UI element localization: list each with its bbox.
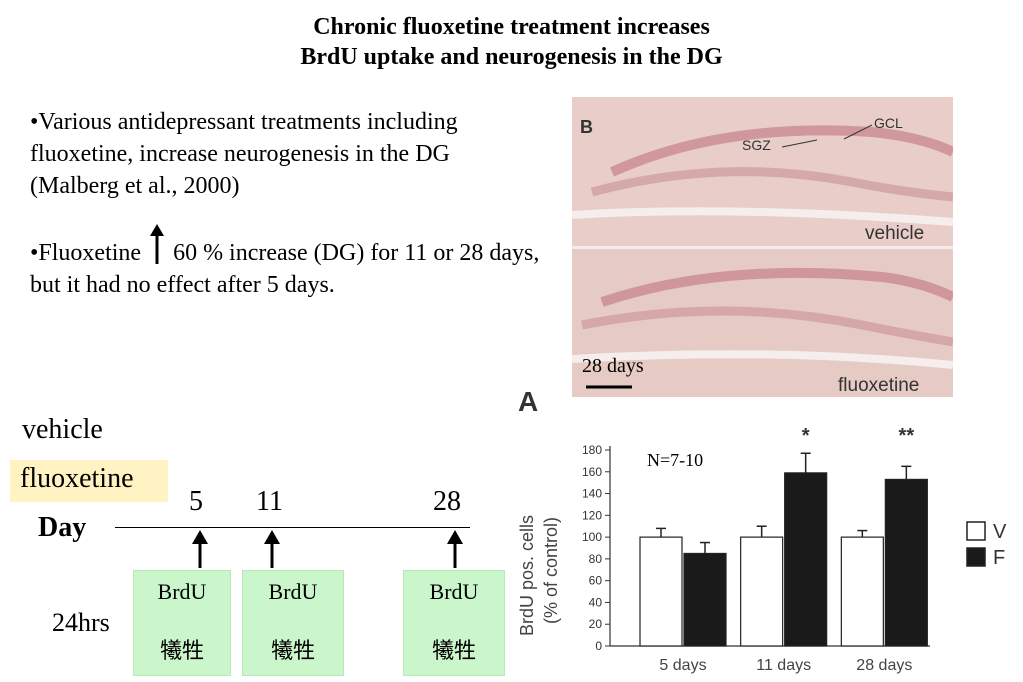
title-line-1: Chronic fluoxetine treatment increases (313, 14, 710, 40)
fluoxetine-label: fluoxetine (20, 463, 134, 494)
bar-V-0 (639, 536, 683, 647)
bullet-1: •Various antidepressant treatments inclu… (30, 109, 458, 199)
micrograph-vehicle-label: vehicle (865, 223, 925, 244)
bullet-2-text: 60 % increase (DG) for 11 or 28 days, bu… (30, 240, 540, 298)
timeline-axis (115, 527, 470, 528)
legend-label-F: F (993, 547, 1005, 569)
bar-V-1 (740, 536, 784, 647)
gcl-label: GCL (874, 115, 903, 131)
micrograph-image (572, 97, 953, 397)
brdu-box-2: BrdU 犧牲 (242, 570, 344, 676)
brdu-label: BrdU (157, 579, 207, 604)
fluoxetine-highlight (10, 460, 168, 502)
legend-swatch-V (966, 521, 986, 541)
panel-a-letter: A (518, 386, 539, 417)
bar-F-0 (683, 552, 727, 647)
micrograph-panel: B GCL SGZ vehicle fluoxetine 28 days (572, 97, 953, 397)
y-tick-label: 160 (582, 465, 602, 479)
arrow-day-11-icon (264, 530, 280, 568)
significance-marker: ** (899, 425, 915, 447)
y-tick-label: 100 (582, 530, 602, 544)
brdu-label: BrdU (429, 579, 479, 604)
brdu-box-3: BrdU 犧牲 (403, 570, 505, 676)
significance-marker: * (802, 425, 810, 447)
brdu-box-1: BrdU 犧牲 (133, 570, 231, 676)
title-line-2: BrdU uptake and neurogenesis in the DG (300, 44, 723, 70)
legend-label-V: V (993, 521, 1007, 543)
sacrifice-label: 犧牲 (270, 638, 315, 663)
sacrifice-label: 犧牲 (159, 638, 204, 663)
bullet-2-prefix: •Fluoxetine (30, 240, 142, 266)
brdu-label: BrdU (268, 579, 318, 604)
y-axis-label-line-2: (% of control) (541, 517, 561, 624)
day-11: 11 (256, 486, 283, 517)
duration-label: 28 days (582, 355, 644, 377)
bullet-2: •Fluoxetine 60 % increase (DG) for 11 or… (30, 224, 540, 301)
n-annotation: N=7-10 (647, 450, 704, 470)
up-arrow-icon (150, 224, 165, 264)
slide-title: Chronic fluoxetine treatment increases B… (0, 12, 1023, 72)
y-tick-label: 80 (589, 552, 603, 566)
day-28: 28 (433, 486, 461, 517)
sgz-label: SGZ (742, 137, 771, 153)
arrow-day-28-icon (447, 530, 463, 568)
bar-F-1 (784, 472, 828, 647)
day-label: Day (38, 512, 87, 543)
y-tick-label: 40 (589, 595, 603, 609)
micrograph-fluoxetine-label: fluoxetine (838, 375, 920, 396)
y-tick-label: 120 (582, 508, 602, 522)
x-tick-label: 5 days (659, 657, 706, 674)
x-tick-label: 28 days (856, 657, 912, 674)
x-tick-label: 11 days (756, 657, 811, 674)
panel-b-letter: B (580, 117, 593, 137)
day-5: 5 (189, 486, 203, 517)
hours-label: 24hrs (52, 608, 110, 637)
bar-F-2 (884, 478, 928, 647)
y-tick-label: 20 (589, 617, 603, 631)
y-tick-label: 140 (582, 487, 602, 501)
legend-swatch-F (966, 547, 986, 567)
y-tick-label: 60 (589, 574, 603, 588)
y-axis-label-line-1: BrdU pos. cells (517, 515, 537, 636)
y-tick-label: 180 (582, 443, 602, 457)
arrow-day-5-icon (192, 530, 208, 568)
bar-V-2 (840, 536, 884, 647)
y-tick-label: 0 (595, 639, 602, 653)
bar-chart: 0 20 40 60 80 100 120 140 160 180 BrdU pos. cells(… (517, 425, 1007, 674)
bullet-list: •Various antidepressant treatments inclu… (30, 106, 540, 323)
sacrifice-label: 犧牲 (431, 638, 476, 663)
vehicle-label: vehicle (22, 414, 103, 445)
